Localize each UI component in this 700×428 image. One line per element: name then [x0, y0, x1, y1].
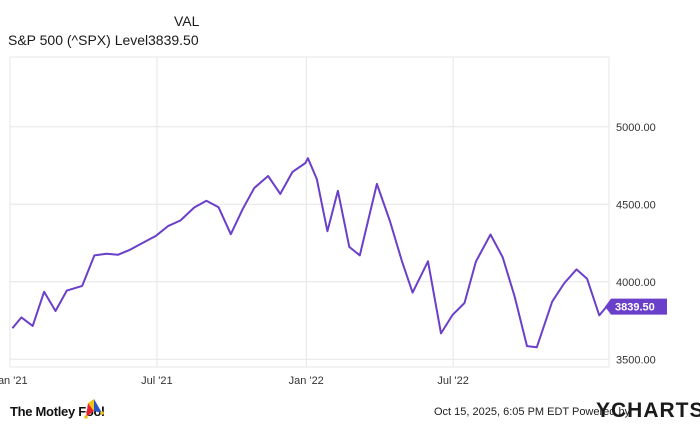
last-value-badge-shape: [605, 298, 667, 315]
last-value-label: 3839.50: [615, 302, 655, 314]
x-axis-tick-labels: Jan '21 Jul '21 Jan '22 Jul '22: [0, 375, 469, 387]
last-value-badge[interactable]: 3839.50: [605, 298, 667, 315]
x-tick-label: Jul '21: [141, 375, 172, 387]
chart-footer: The Motley Fool Oct 15, 2025, 6:05 PM ED…: [0, 396, 700, 428]
chart-legend-header: VAL S&P 500 (^SPX) Level 3839.50: [0, 8, 700, 48]
y-axis-tick-labels: 3500.00 4000.00 4500.00 5000.00: [616, 122, 656, 367]
x-tick-label: Jan '21: [0, 375, 28, 387]
x-tick-label: Jan '22: [289, 375, 324, 387]
x-tick-label: Jul '22: [437, 375, 468, 387]
y-tick-label: 5000.00: [616, 122, 656, 134]
sp500-line-chart: 3500.00 4000.00 4500.00 5000.00 Jan '21 Jul …: [0, 56, 667, 387]
y-tick-label: 3500.00: [616, 354, 656, 366]
legend-series-value: 3839.50: [148, 32, 199, 48]
y-tick-label: 4000.00: [616, 277, 656, 289]
horizontal-gridlines: [10, 126, 609, 360]
jester-hat-icon: [84, 399, 104, 419]
ycharts-logo[interactable]: YCHARTS: [596, 399, 700, 422]
chart-timestamp: Oct 15, 2025, 6:05 PM EDT Powered by: [434, 406, 631, 418]
motley-fool-logo[interactable]: The Motley Fool: [10, 404, 105, 419]
series-line-sp500: [11, 157, 608, 349]
legend-series-name: S&P 500 (^SPX) Level: [8, 32, 149, 48]
y-tick-label: 4500.00: [616, 199, 656, 211]
legend-column-label: VAL: [174, 13, 200, 29]
